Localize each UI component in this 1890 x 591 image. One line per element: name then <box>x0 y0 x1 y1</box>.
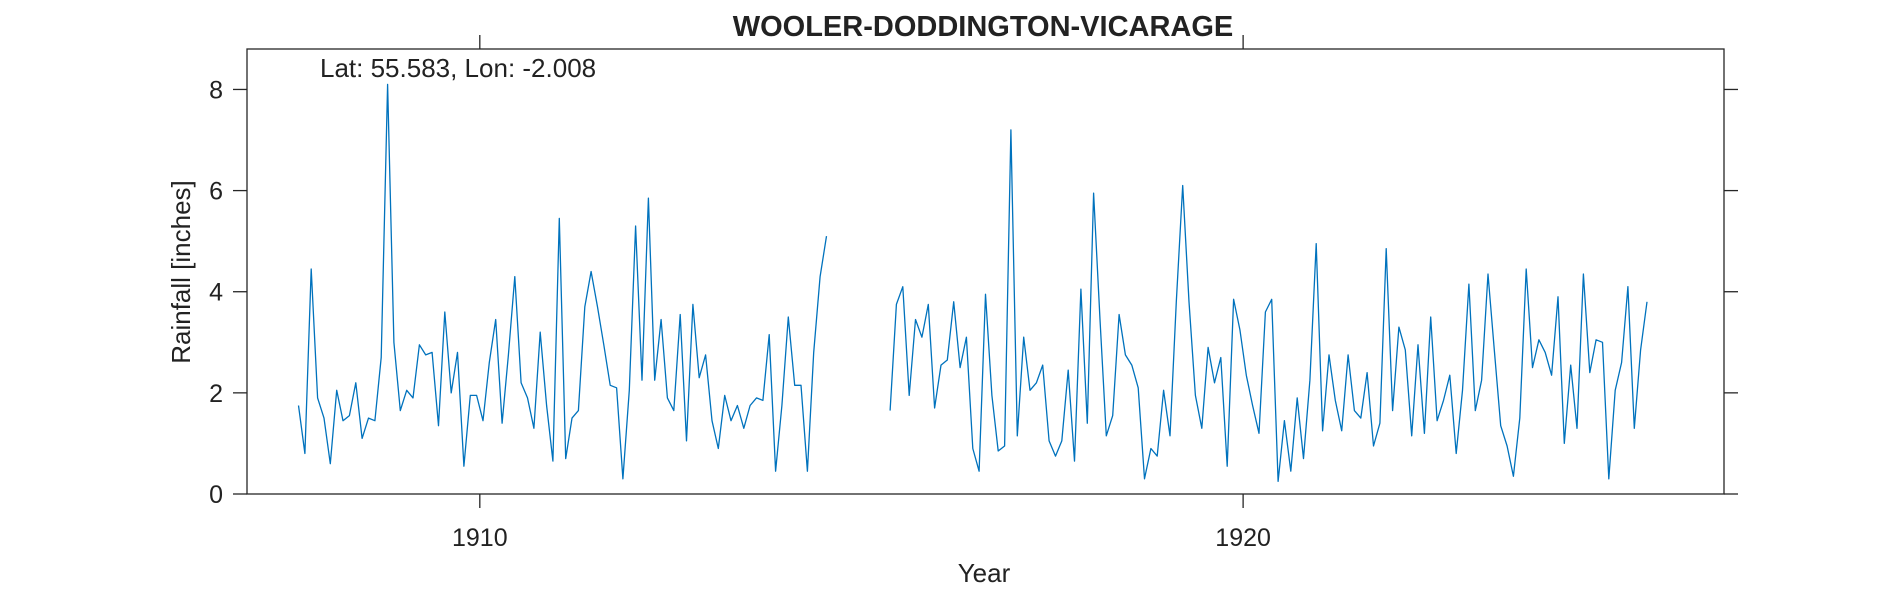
y-tick-label: 4 <box>209 279 223 307</box>
x-axis: 1910 1920 <box>452 35 1271 552</box>
rainfall-series-line-1 <box>297 83 828 480</box>
series-lines <box>297 83 1648 483</box>
y-tick-label: 6 <box>209 178 223 206</box>
y-tick-label: 2 <box>209 380 223 408</box>
y-tick-label: 0 <box>209 481 223 509</box>
y-axis-label: Rainfall [inches] <box>166 180 196 364</box>
x-tick-label: 1920 <box>1215 524 1271 552</box>
x-tick-label: 1910 <box>452 524 508 552</box>
chart-title: WOOLER-DODDINGTON-VICARAGE <box>733 11 1234 43</box>
y-axis: 0 2 4 6 8 <box>209 76 1738 509</box>
location-annotation: Lat: 55.583, Lon: -2.008 <box>320 53 596 83</box>
plot-frame <box>246 48 1725 495</box>
y-tick-label: 8 <box>209 76 223 104</box>
rainfall-series-line-2 <box>889 129 1648 483</box>
x-axis-label: Year <box>958 558 1011 588</box>
